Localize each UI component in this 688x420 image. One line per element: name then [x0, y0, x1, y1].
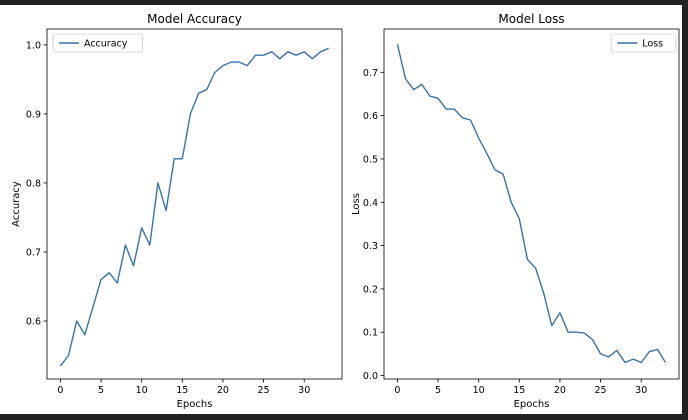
x-tick-label: 5: [435, 385, 441, 396]
x-tick-label: 5: [98, 385, 104, 396]
figure-svg: Model Accuracy 0 5 10 15 20 25 30 0.6 0.7 0.8 0.9 1.…: [11, 12, 680, 410]
y-tick-label: 0.0: [363, 371, 378, 382]
x-tick-label: 0: [57, 385, 63, 396]
x-axis-label: Epochs: [514, 399, 550, 410]
x-tick-label: 30: [635, 385, 647, 396]
y-tick-label: 0.7: [363, 68, 378, 79]
legend: Loss: [610, 33, 677, 53]
y-axis-label: Loss: [351, 193, 362, 215]
x-tick-label: 0: [394, 385, 400, 396]
legend-box: [52, 33, 143, 53]
x-axis-label: Epochs: [177, 399, 213, 410]
x-tick-label: 20: [217, 385, 229, 396]
chart-title: Model Loss: [498, 12, 564, 26]
plot-frame: [46, 28, 343, 380]
chart-1: Model Loss 0 5 10 15 20 25 30 0.0 0.1 0.2 0.3 0.4 0.5…: [351, 12, 680, 410]
y-tick-label: 0.4: [363, 198, 378, 209]
y-tick-label: 0.6: [363, 111, 378, 122]
legend: Accuracy: [52, 33, 143, 53]
legend-box: [610, 33, 677, 53]
y-tick-label: 0.8: [26, 178, 41, 189]
x-tick-label: 10: [136, 385, 148, 396]
x-tick-label: 15: [513, 385, 525, 396]
x-tick-label: 25: [258, 385, 270, 396]
legend-label: Loss: [642, 39, 663, 50]
x-tick-label: 30: [298, 385, 310, 396]
legend-label: Accuracy: [84, 39, 128, 50]
x-tick-label: 20: [554, 385, 566, 396]
x-tick-label: 15: [176, 385, 188, 396]
y-tick-label: 1.0: [26, 40, 41, 51]
y-tick-label: 0.7: [26, 247, 41, 258]
y-tick-label: 0.9: [26, 109, 41, 120]
y-tick-label: 0.3: [363, 241, 378, 252]
y-tick-label: 0.2: [363, 284, 378, 295]
plot-frame: [383, 28, 680, 380]
x-tick-label: 25: [595, 385, 607, 396]
y-tick-label: 0.6: [26, 317, 41, 328]
figure-canvas: Model Accuracy 0 5 10 15 20 25 30 0.6 0.7 0.8 0.9 1.…: [0, 5, 682, 414]
chart-0: Model Accuracy 0 5 10 15 20 25 30 0.6 0.7 0.8 0.9 1.…: [11, 12, 343, 410]
series-line-loss: [396, 44, 667, 364]
y-axis-label: Accuracy: [11, 181, 22, 227]
y-tick-label: 0.1: [363, 328, 378, 339]
series-line-accuracy: [59, 47, 329, 367]
chart-title: Model Accuracy: [147, 12, 242, 26]
x-tick-label: 10: [473, 385, 485, 396]
y-tick-label: 0.5: [363, 154, 378, 165]
